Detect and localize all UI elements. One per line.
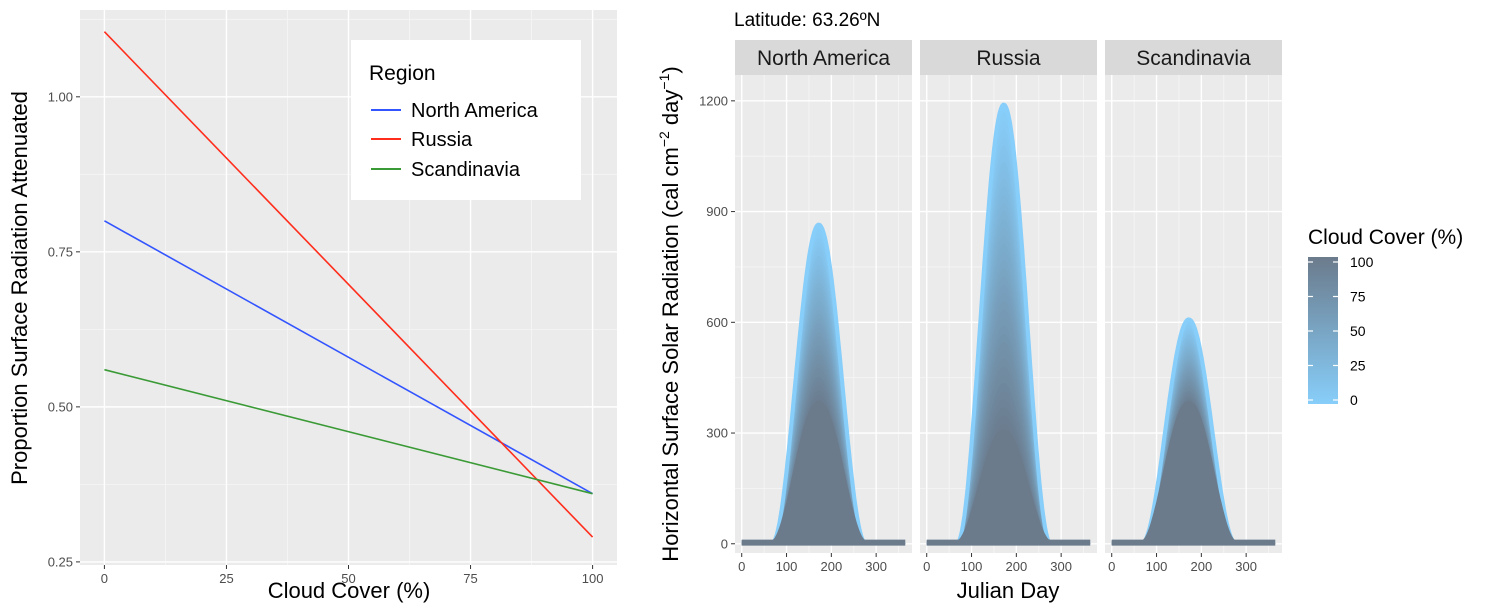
legend-box bbox=[351, 40, 581, 200]
left-x-tick-label: 50 bbox=[341, 571, 355, 586]
right-x-tick-label: 100 bbox=[776, 559, 798, 574]
series-line-north-america bbox=[104, 220, 593, 495]
right-x-tick-label: 300 bbox=[1050, 559, 1072, 574]
left-series-lines bbox=[103, 31, 594, 538]
colorbar-title: Cloud Cover (%) bbox=[1308, 226, 1463, 249]
right-y-tick-label: 300 bbox=[706, 426, 728, 441]
right-x-tick-label: 300 bbox=[865, 559, 887, 574]
right-x-tick-label: 100 bbox=[961, 559, 983, 574]
facet-strip-label-north-america: North America bbox=[757, 47, 890, 70]
left-x-tick-label: 75 bbox=[463, 571, 477, 586]
series-line-scandinavia bbox=[104, 368, 593, 495]
legend-label-north-america: North America bbox=[411, 100, 539, 122]
y-title-part-3: ) bbox=[658, 66, 683, 73]
facet-strip-north-america bbox=[735, 40, 912, 75]
colorbar-tick-label: 75 bbox=[1350, 289, 1366, 305]
legend-label-russia: Russia bbox=[411, 129, 473, 151]
facet-russia: Russia bbox=[920, 40, 1097, 553]
colorbar-tick-label: 25 bbox=[1350, 358, 1366, 374]
right-y-ticks: 0 300 600 900 1200 bbox=[699, 93, 735, 551]
right-y-tick-label: 1200 bbox=[699, 93, 728, 108]
radiation-band-russia bbox=[926, 432, 1091, 544]
right-y-tick-label: 900 bbox=[706, 204, 728, 219]
colorbar-tick-label: 50 bbox=[1350, 323, 1366, 339]
right-chart: Latitude: 63.26ºN North America Russia S… bbox=[656, 10, 1463, 603]
legend-title: Region bbox=[369, 62, 436, 85]
right-y-axis-title: Horizontal Surface Solar Radiation (cal … bbox=[656, 66, 683, 561]
chart-title-latitude: Latitude: 63.26ºN bbox=[734, 10, 880, 31]
left-y-tick-label: 0.25 bbox=[48, 554, 73, 569]
legend-label-scandinavia: Scandinavia bbox=[411, 159, 521, 181]
right-y-tick-label: 600 bbox=[706, 315, 728, 330]
left-x-ticks: 0 25 50 75 100 bbox=[101, 565, 604, 586]
colorbar-legend: Cloud Cover (%) 100 75 50 25 0 bbox=[1308, 226, 1463, 408]
facet-north-america: North America bbox=[735, 40, 912, 553]
left-x-tick-label: 25 bbox=[219, 571, 233, 586]
radiation-band-north-america bbox=[741, 403, 906, 544]
right-x-tick-label: 200 bbox=[820, 559, 842, 574]
right-x-tick-label: 0 bbox=[1108, 559, 1115, 574]
radiation-band-scandinavia bbox=[1111, 403, 1276, 544]
series-line-russia bbox=[103, 31, 594, 538]
right-x-tick-label: 0 bbox=[738, 559, 745, 574]
right-x-axis-title: Julian Day bbox=[957, 578, 1060, 603]
facet-grid-scandinavia bbox=[1105, 75, 1282, 553]
facet-strip-label-scandinavia: Scandinavia bbox=[1136, 47, 1251, 70]
left-y-ticks: 0.25 0.50 0.75 1.00 bbox=[48, 89, 80, 569]
right-x-tick-label: 100 bbox=[1146, 559, 1168, 574]
right-x-tick-label: 300 bbox=[1235, 559, 1257, 574]
left-x-tick-label: 0 bbox=[101, 571, 108, 586]
right-x-ticks: 0 100 200 300 0 100 200 300 0 100 200 300 bbox=[738, 553, 1257, 574]
left-legend: Region North America Russia Scandinavia bbox=[351, 40, 581, 200]
right-x-tick-label: 0 bbox=[923, 559, 930, 574]
facet-band-north-america bbox=[740, 222, 906, 546]
colorbar-ticks: 100 75 50 25 0 bbox=[1308, 254, 1374, 408]
left-y-tick-label: 1.00 bbox=[48, 89, 73, 104]
facet-band-russia bbox=[925, 102, 1091, 546]
colorbar-tick-label: 0 bbox=[1350, 392, 1358, 408]
right-x-tick-label: 200 bbox=[1190, 559, 1212, 574]
left-chart: 0.25 0.50 0.75 1.00 0 25 50 75 100 Cloud Cover … bbox=[7, 10, 617, 603]
left-x-axis-title: Cloud Cover (%) bbox=[268, 578, 431, 603]
left-y-tick-label: 0.75 bbox=[48, 244, 73, 259]
y-title-part-2: day bbox=[658, 90, 683, 132]
right-x-tick-label: 200 bbox=[1005, 559, 1027, 574]
facet-band-scandinavia bbox=[1110, 317, 1276, 546]
y-title-sup-1: −2 bbox=[656, 131, 672, 147]
facet-scandinavia: Scandinavia bbox=[1105, 40, 1282, 553]
facet-strip-russia bbox=[920, 40, 1097, 75]
facet-strip-scandinavia bbox=[1105, 40, 1282, 75]
y-title-part-1: Horizontal Surface Solar Radiation (cal … bbox=[658, 147, 683, 562]
y-title-sup-2: −1 bbox=[656, 73, 672, 89]
left-y-axis-title: Proportion Surface Radiation Attenuated bbox=[7, 91, 32, 485]
colorbar-tick-label: 100 bbox=[1350, 254, 1374, 270]
left-x-tick-label: 100 bbox=[582, 571, 604, 586]
left-y-tick-label: 0.50 bbox=[48, 399, 73, 414]
right-y-tick-label: 0 bbox=[721, 536, 728, 551]
facet-strip-label-russia: Russia bbox=[976, 47, 1041, 70]
